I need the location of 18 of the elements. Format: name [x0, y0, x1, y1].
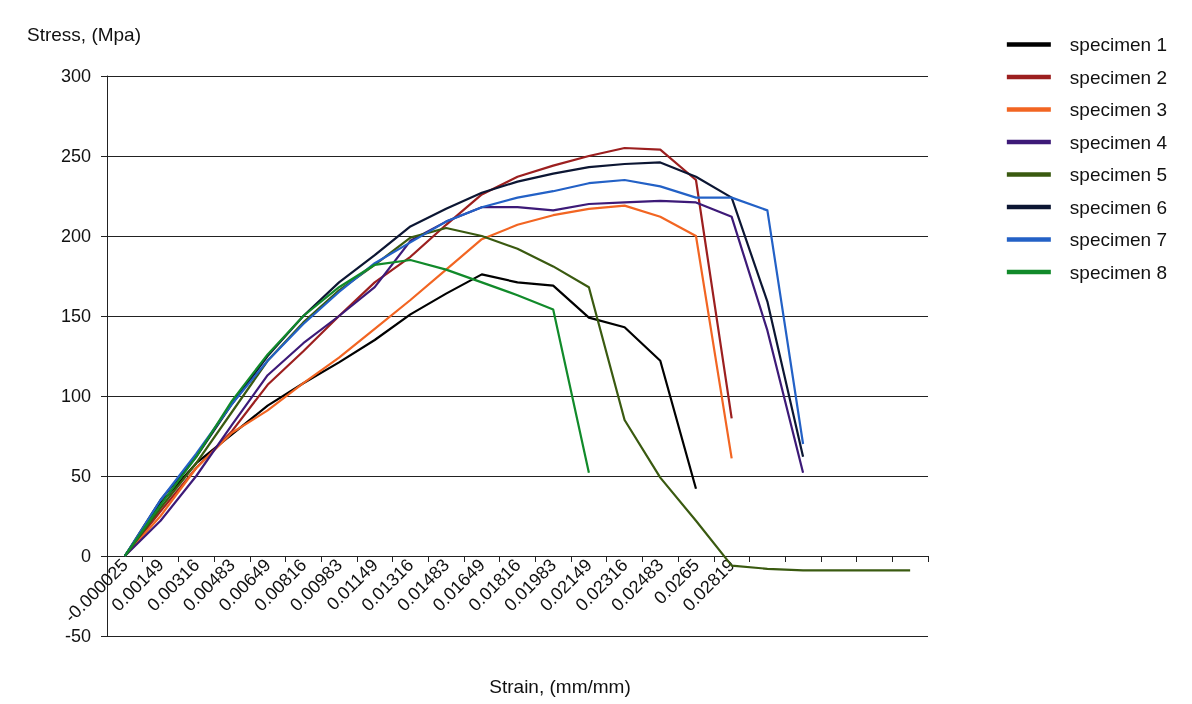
y-tick-label: 200 — [60, 226, 91, 246]
legend-label: specimen 1 — [1069, 34, 1168, 55]
legend-label: specimen 2 — [1069, 66, 1168, 88]
y-axis-title: Stress, (Mpa) — [27, 24, 142, 45]
y-tick-label: 150 — [60, 306, 91, 326]
legend-label: specimen 4 — [1069, 131, 1168, 153]
legend-label: specimen 6 — [1069, 196, 1168, 218]
line-series — [123, 258, 590, 558]
y-tick-label: 50 — [70, 466, 91, 486]
y-tick-label: 300 — [60, 66, 91, 86]
y-tick-label: 100 — [60, 386, 91, 406]
y-tick-label: 250 — [60, 146, 91, 166]
x-axis-title: Strain, (mm/mm) — [489, 676, 631, 697]
y-tick-label: -50 — [64, 626, 91, 646]
legend-label: specimen 7 — [1069, 229, 1168, 250]
legend-label: specimen 5 — [1069, 164, 1168, 185]
legend-label: specimen 3 — [1069, 99, 1168, 120]
legend-label: specimen 8 — [1069, 261, 1168, 283]
